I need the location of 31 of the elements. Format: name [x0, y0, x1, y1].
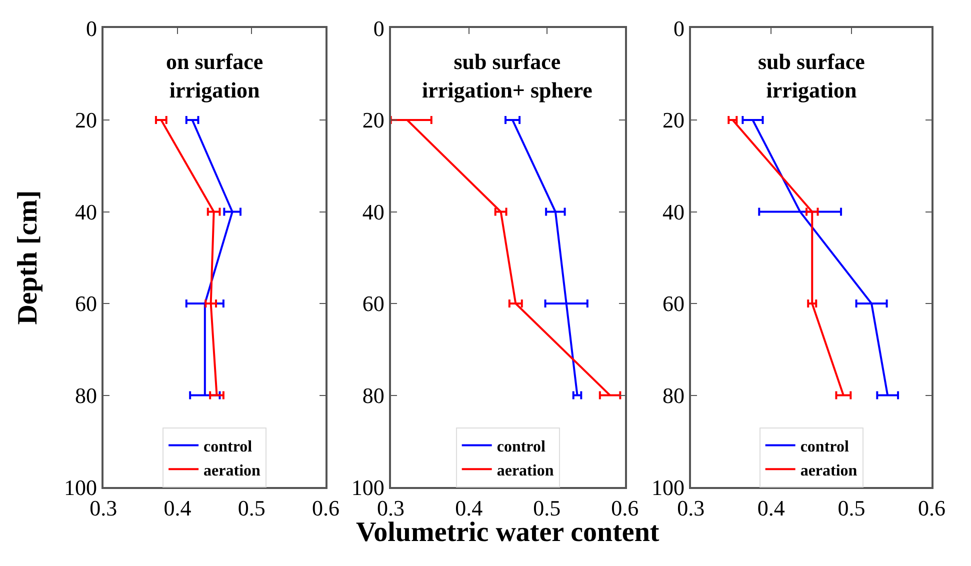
- text: sub surface irrigation: [758, 49, 866, 103]
- legend-label: control: [204, 438, 253, 456]
- y-tick-label: 20: [362, 108, 384, 133]
- y-tick-label: 80: [662, 382, 684, 408]
- y-tick-label: 20: [662, 108, 684, 133]
- legend-label: aeration: [800, 462, 858, 480]
- x-tick-label: 0.4: [757, 495, 785, 520]
- y-tick-label: 40: [662, 199, 684, 224]
- text: on surface irrigation: [166, 49, 264, 103]
- y-tick-label: 40: [74, 199, 97, 224]
- y-tick-label: 60: [74, 291, 97, 316]
- y-axis-title: Depth [cm]: [12, 190, 44, 325]
- y-tick-label: 60: [662, 291, 684, 316]
- y-tick-label: 80: [74, 382, 97, 408]
- y-tick-label: 20: [74, 108, 97, 133]
- legend-label: control: [496, 438, 546, 456]
- legend-label: aeration: [204, 462, 261, 480]
- x-tick-label: 0.5: [238, 495, 266, 520]
- legend-label: aeration: [496, 462, 554, 480]
- x-tick-label: 0.6: [918, 495, 946, 520]
- y-tick-label: 60: [362, 291, 384, 316]
- y-tick-label: 0: [373, 16, 384, 41]
- y-tick-label: 0: [86, 16, 97, 41]
- text: sub surface irrigation+ sphere: [422, 49, 593, 103]
- legend-label: control: [800, 438, 850, 456]
- x-tick-label: 0.6: [312, 495, 340, 520]
- y-tick-label: 80: [362, 382, 384, 408]
- y-tick-label: 0: [674, 16, 684, 41]
- y-tick-label: 40: [362, 199, 384, 224]
- x-tick-label: 0.5: [838, 495, 866, 520]
- x-tick-label: 0.4: [164, 495, 192, 520]
